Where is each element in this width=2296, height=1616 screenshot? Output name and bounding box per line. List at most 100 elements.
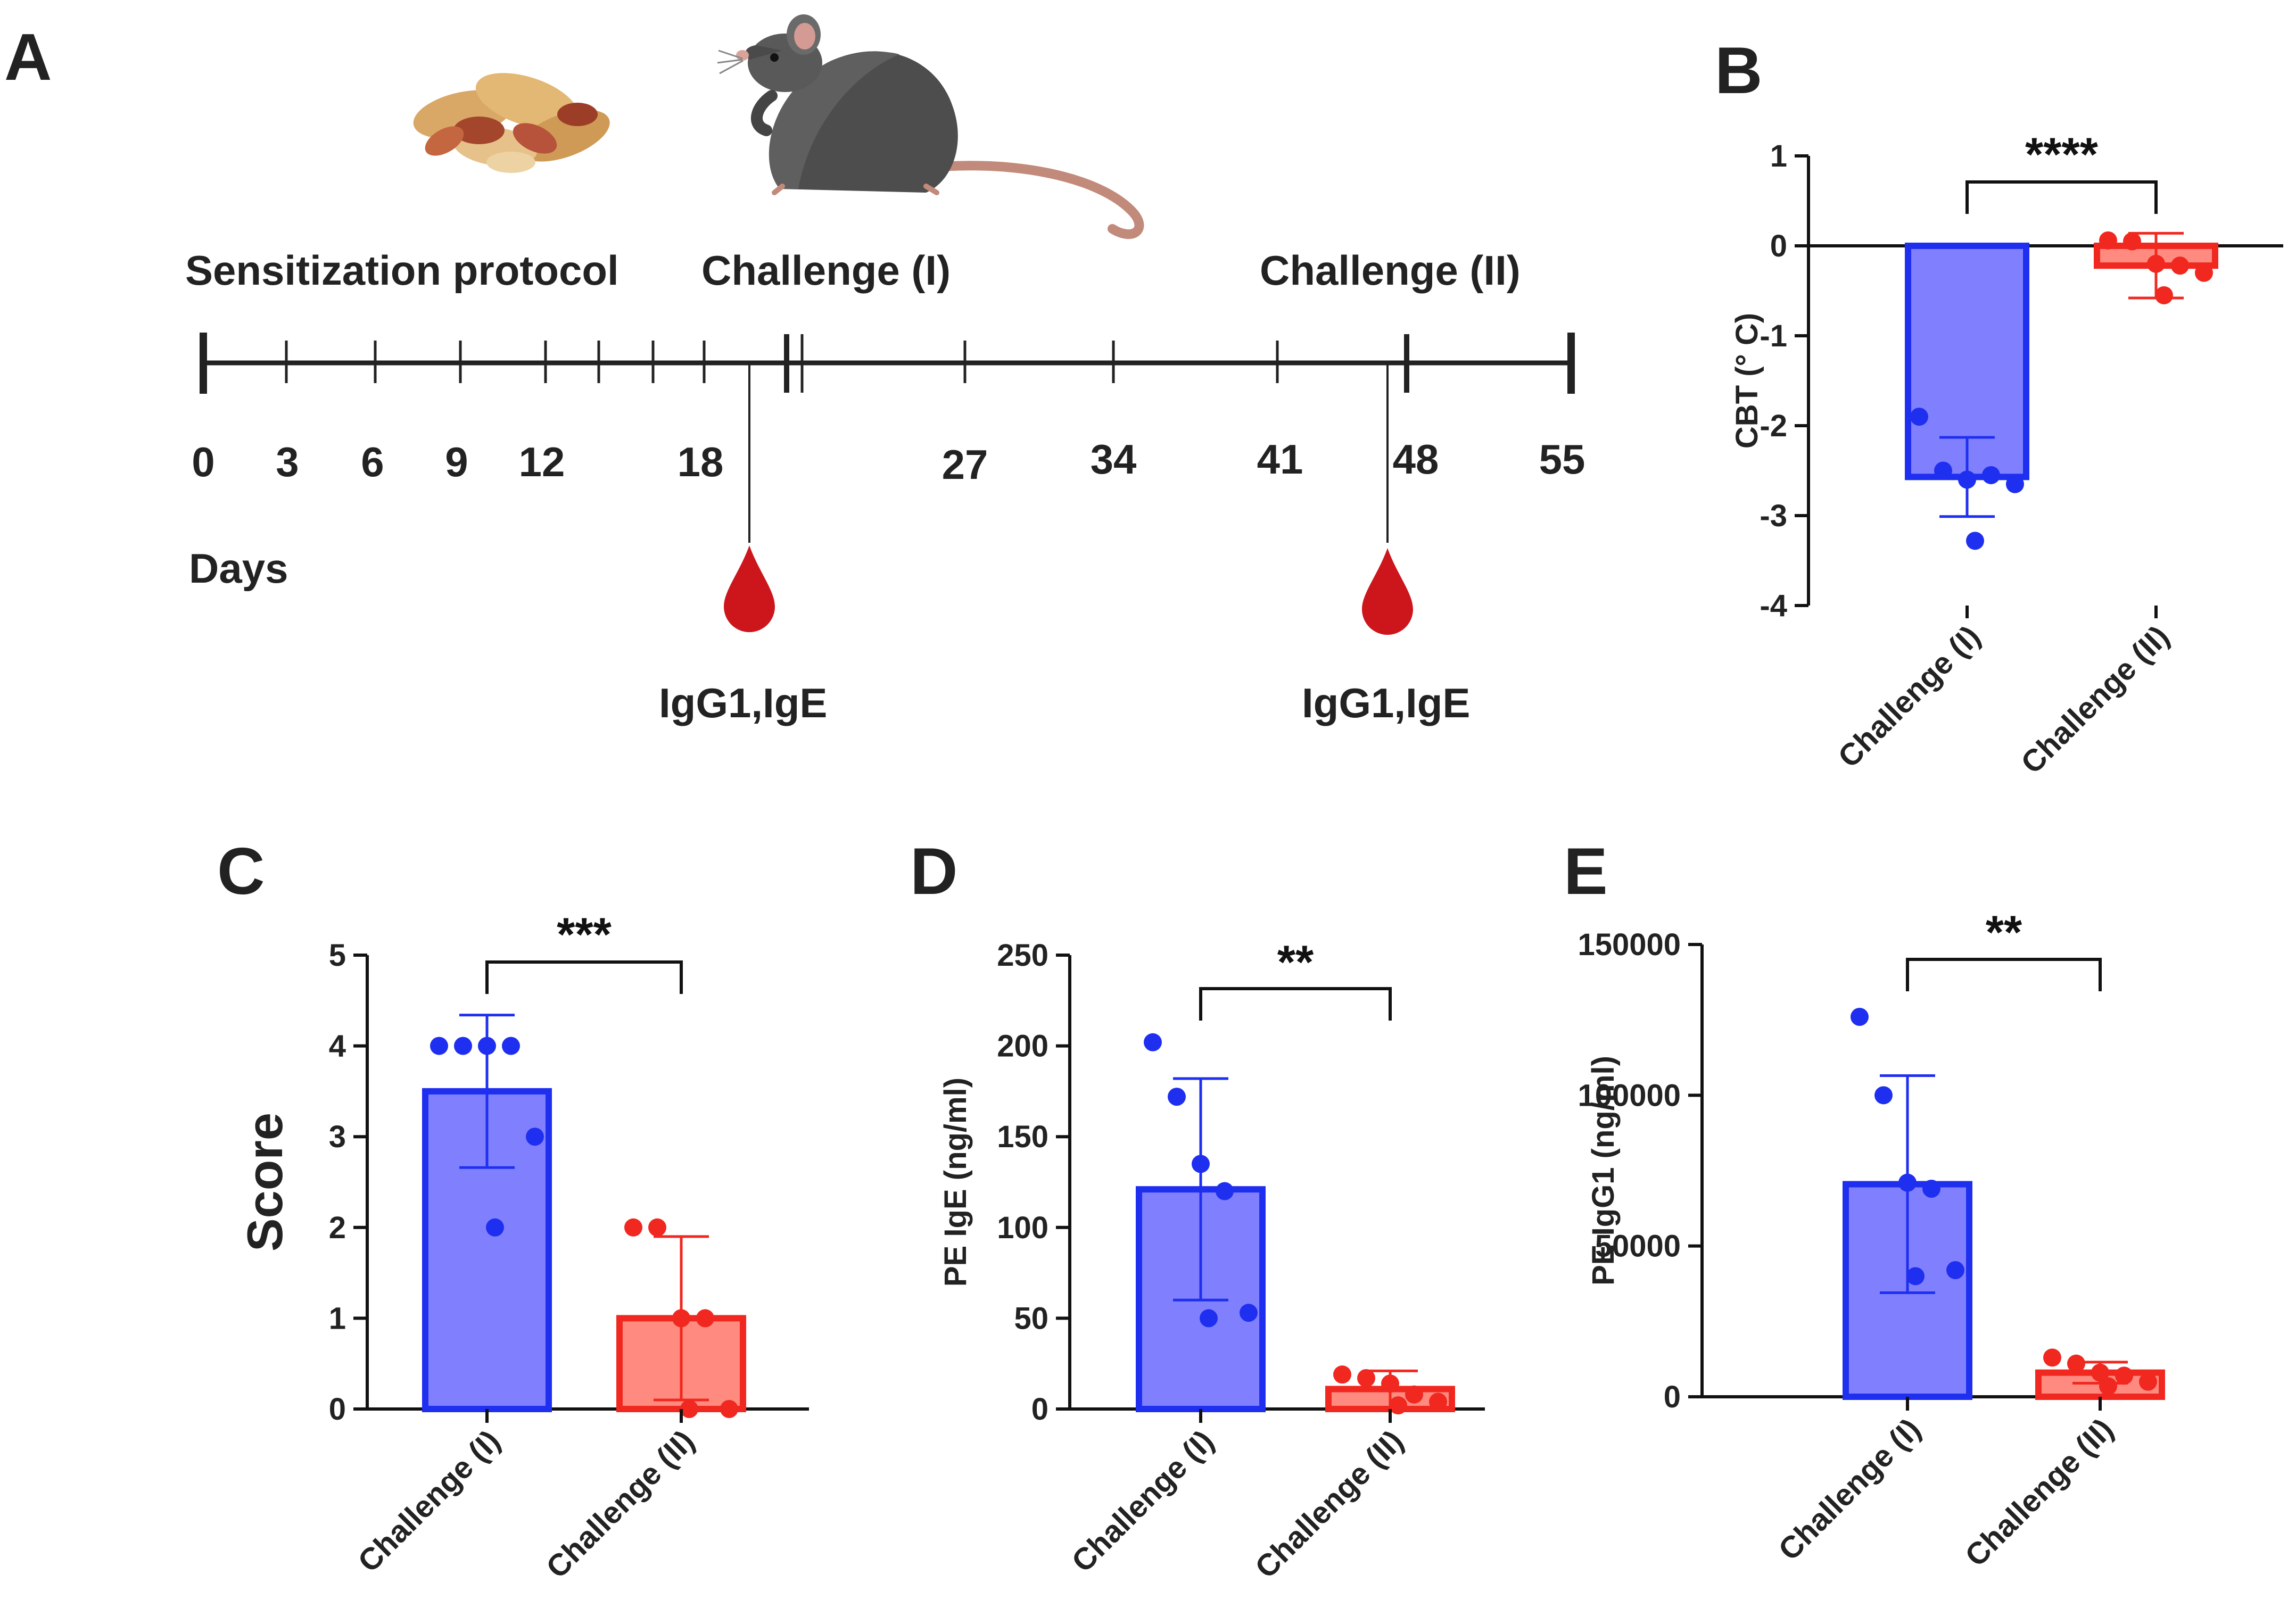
x-category-label: Challenge (I) — [351, 1423, 507, 1579]
y-tick-label: 0 — [1770, 229, 1787, 263]
y-tick-label: 200 — [997, 1029, 1048, 1064]
significance-bracket — [1906, 958, 2102, 991]
timeline-tick-label: 41 — [1257, 436, 1303, 483]
timeline-label-challenge-1: Challenge (I) — [701, 247, 951, 294]
x-category-label: Challenge (I) — [1831, 619, 1987, 774]
data-point — [2099, 231, 2117, 250]
sample-label-challenge-2: IgG1,IgE — [1302, 679, 1470, 726]
x-category-label: Challenge (I) — [1065, 1423, 1220, 1579]
y-tick-label: 150 — [997, 1120, 1048, 1154]
timeline-tick-label: 55 — [1539, 436, 1585, 483]
timeline-tick-label: 27 — [942, 441, 988, 488]
data-point — [430, 1037, 448, 1055]
data-point — [1381, 1374, 1399, 1393]
mouse-icon — [717, 14, 1144, 239]
timeline-tick-label: 3 — [276, 438, 299, 485]
data-point — [696, 1309, 714, 1328]
chart-pe-igg1: 150000 100000 50000 0 PE IgG1 (ng/ml) Challen… — [1578, 906, 2165, 1573]
timeline-tick-label: 9 — [445, 438, 468, 485]
blood-drop-icon — [724, 545, 775, 632]
timeline-tick-label: 6 — [361, 438, 384, 485]
x-category-label: Challenge (I) — [1772, 1412, 1927, 1567]
data-point — [2195, 263, 2213, 282]
panel-label-d: D — [910, 835, 958, 908]
timeline-tick-label: 48 — [1393, 436, 1439, 483]
chart-cbt: 1 0 -1 -2 -3 -4 CBT (° C) Challenge (I) Challeng… — [1730, 128, 2283, 781]
data-point — [1333, 1365, 1351, 1384]
peanuts-icon — [413, 73, 610, 173]
timeline-ticks — [285, 341, 1279, 383]
timeline-axis-label-days: Days — [189, 545, 288, 592]
sample-label-challenge-1: IgG1,IgE — [659, 679, 827, 726]
y-tick-label: 0 — [1664, 1380, 1681, 1414]
data-point — [1966, 532, 1984, 550]
data-point — [1910, 408, 1928, 426]
data-point — [672, 1309, 690, 1328]
data-point — [680, 1400, 698, 1418]
timeline-tick-label: 0 — [192, 438, 214, 485]
x-category-label: Challenge (II) — [1249, 1423, 1410, 1585]
significance-bracket — [485, 960, 683, 994]
data-point — [2155, 286, 2173, 304]
y-axis-title: PE IgE (ng/ml) — [938, 1078, 973, 1287]
timeline-label-sensitization: Sensitization protocol — [185, 247, 619, 294]
data-point — [720, 1400, 738, 1418]
data-point — [1240, 1304, 1258, 1322]
data-point — [2147, 254, 2165, 273]
significance-bracket — [1199, 987, 1392, 1021]
data-point — [2006, 475, 2024, 493]
significance-stars: ** — [1277, 935, 1314, 988]
data-point — [1906, 1267, 1925, 1286]
y-tick-label: 150000 — [1578, 927, 1681, 962]
data-point — [1934, 461, 1952, 480]
data-point — [2099, 1377, 2117, 1396]
y-tick-label: 4 — [329, 1029, 346, 1064]
y-tick-label: 0 — [1031, 1392, 1048, 1427]
timeline-tick-label: 34 — [1091, 436, 1137, 483]
data-point — [486, 1218, 504, 1237]
data-point — [1192, 1155, 1210, 1173]
data-point — [2067, 1354, 2085, 1373]
data-point — [502, 1037, 520, 1055]
data-point — [1168, 1088, 1186, 1106]
data-point — [2091, 1363, 2109, 1382]
data-point — [1144, 1033, 1162, 1051]
chart-pe-ige: 250 200 150 100 50 0 PE IgE (ng/ml) Challenge (… — [938, 935, 1485, 1585]
data-point — [1874, 1086, 1893, 1105]
y-tick-label: 50 — [1014, 1301, 1048, 1336]
significance-stars: *** — [557, 908, 612, 960]
y-tick-label: 100 — [997, 1211, 1048, 1245]
data-point — [1922, 1180, 1940, 1198]
data-point — [2123, 232, 2141, 251]
y-tick-label: -4 — [1760, 589, 1787, 623]
significance-bracket — [1965, 180, 2158, 214]
y-tick-label: 5 — [329, 938, 346, 973]
y-tick-label: -1 — [1760, 319, 1787, 353]
timeline-label-challenge-2: Challenge (II) — [1260, 247, 1521, 294]
x-category-label: Challenge (II) — [540, 1423, 701, 1585]
panel-label-e: E — [1564, 835, 1608, 908]
timeline-tick-label: 18 — [678, 438, 724, 485]
y-tick-label: 50000 — [1595, 1229, 1681, 1264]
y-tick-label: 1 — [329, 1301, 346, 1336]
data-point — [454, 1037, 472, 1055]
y-tick-label: 3 — [329, 1120, 346, 1154]
y-tick-label: -3 — [1760, 499, 1787, 533]
significance-stars: ** — [1986, 906, 2022, 958]
blood-drop-icon — [1362, 548, 1413, 635]
y-tick-label: 1 — [1770, 139, 1787, 173]
y-tick-label: -2 — [1760, 409, 1787, 443]
data-point — [1958, 470, 1976, 489]
y-tick-label: 250 — [997, 938, 1048, 973]
data-point — [526, 1128, 544, 1146]
data-point — [2139, 1372, 2157, 1391]
y-axis-title: PE IgG1 (ng/ml) — [1586, 1056, 1621, 1286]
data-point — [2043, 1348, 2061, 1367]
data-point — [1200, 1309, 1218, 1328]
data-point — [1216, 1182, 1234, 1200]
data-point — [1898, 1173, 1917, 1192]
chart-score: 5 4 3 2 1 0 Score Challenge (I) Challenge (II) **… — [237, 908, 809, 1585]
significance-stars: **** — [2025, 128, 2099, 180]
data-point — [478, 1037, 496, 1055]
panel-a: A Sensitization — [4, 14, 1585, 726]
